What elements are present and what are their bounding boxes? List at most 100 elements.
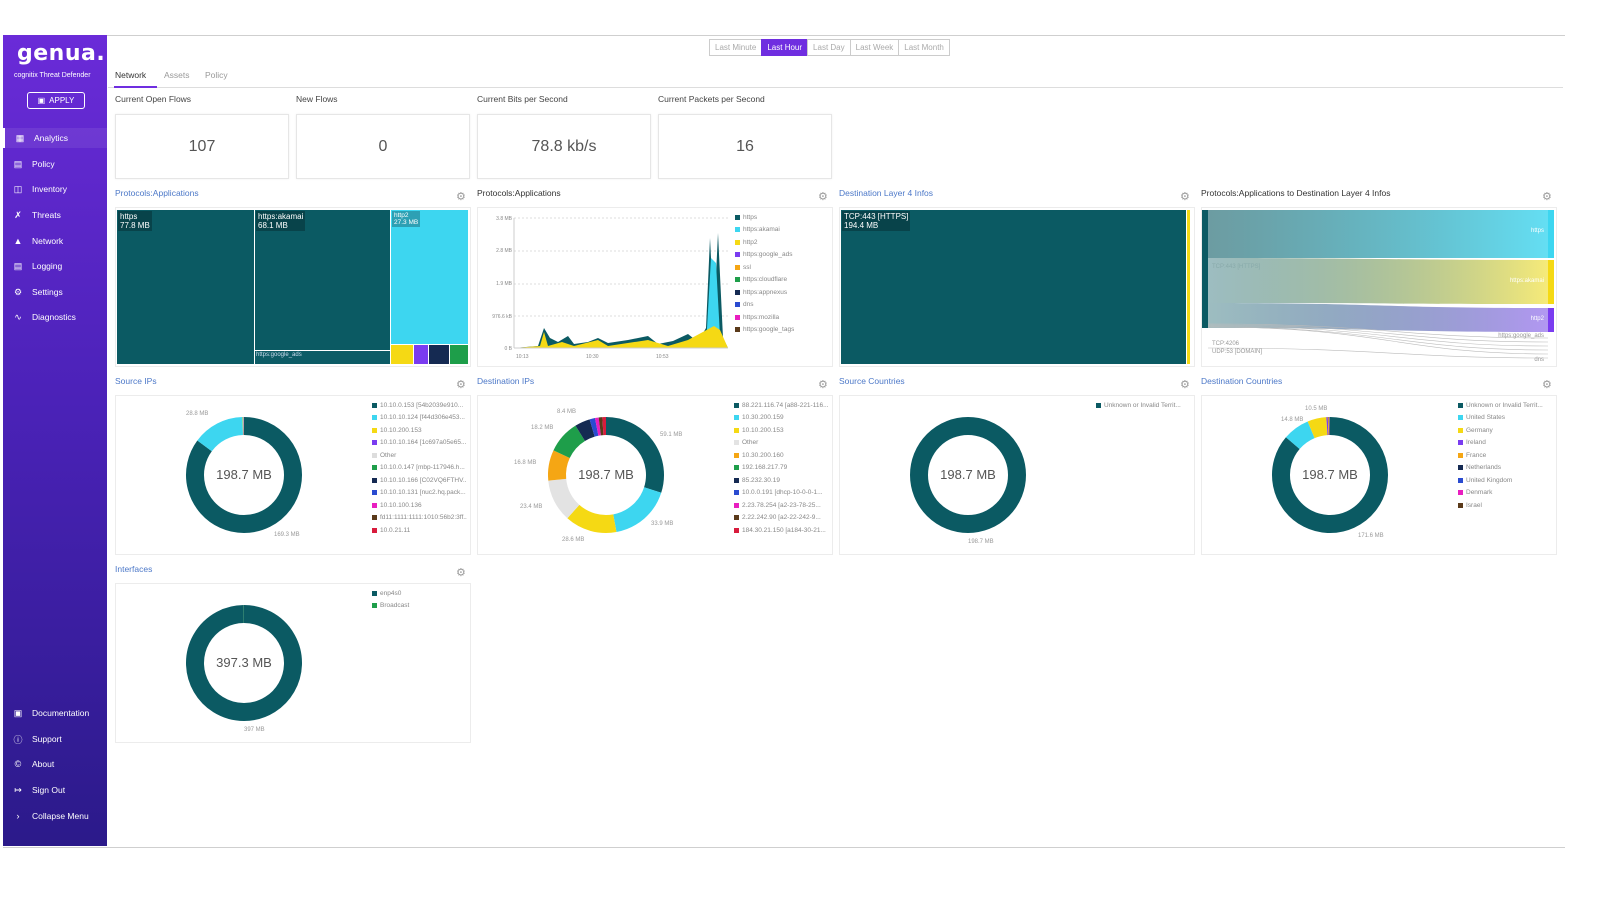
- donut-slice[interactable]: [197, 417, 244, 452]
- legend-item[interactable]: 10.10.10.166 [C02VQ6FTHV...: [372, 474, 467, 487]
- donut-slice[interactable]: [1272, 417, 1388, 533]
- legend-item[interactable]: fd11:1111:1111:1010:56b2:3ff...: [372, 512, 467, 525]
- legend-item[interactable]: 2.22.242.90 [a2-22-242-9...: [734, 512, 829, 525]
- donut-slice[interactable]: [1307, 417, 1328, 439]
- panel-title[interactable]: Source IPs: [115, 376, 157, 386]
- donut-slice[interactable]: [605, 417, 664, 493]
- sidebar-item-sign-out[interactable]: ↦ Sign Out: [3, 780, 107, 800]
- legend-item[interactable]: 85.232.30.19: [734, 474, 829, 487]
- tab-policy[interactable]: Policy: [205, 70, 228, 80]
- sidebar-item-collapse[interactable]: › Collapse Menu: [3, 806, 107, 826]
- legend-item[interactable]: 10.0.0.191 [dhcp-10-0-0-1...: [734, 487, 829, 500]
- legend-item[interactable]: Denmark: [1458, 487, 1553, 500]
- donut-slice[interactable]: [612, 486, 662, 533]
- timerange-last-hour[interactable]: Last Hour: [761, 39, 809, 56]
- donut-slice[interactable]: [553, 425, 586, 459]
- timerange-last-week[interactable]: Last Week: [849, 39, 900, 56]
- gear-icon[interactable]: ⚙: [456, 379, 466, 391]
- legend-item[interactable]: Germany: [1458, 424, 1553, 437]
- legend-item[interactable]: Unknown or Invalid Territ...: [1458, 399, 1553, 412]
- legend-item[interactable]: 10.30.200.159: [734, 412, 829, 425]
- legend-item[interactable]: Broadcast: [372, 600, 467, 613]
- donut-slice[interactable]: [548, 478, 580, 519]
- sankey-node[interactable]: [1548, 210, 1554, 258]
- legend-item[interactable]: https:appnexus: [735, 286, 794, 299]
- gear-icon[interactable]: ⚙: [1542, 191, 1552, 203]
- donut-slice[interactable]: [186, 417, 302, 533]
- sidebar-item-documentation[interactable]: ▣ Documentation: [3, 703, 107, 723]
- legend-item[interactable]: 2.23.78.254 [a2-23-78-25...: [734, 499, 829, 512]
- legend-item[interactable]: Ireland: [1458, 437, 1553, 450]
- donut-slice[interactable]: [567, 504, 617, 533]
- legend-item[interactable]: https:mozilla: [735, 311, 794, 324]
- legend-item[interactable]: 10.30.200.160: [734, 449, 829, 462]
- sankey-node[interactable]: [1548, 260, 1554, 304]
- sidebar-item-settings[interactable]: ⚙ Settings: [3, 282, 107, 302]
- legend-item[interactable]: enp4s0: [372, 587, 467, 600]
- legend-item[interactable]: ssl: [735, 261, 794, 274]
- sidebar-item-analytics[interactable]: ▦ Analytics: [3, 128, 109, 148]
- legend-item[interactable]: 10.10.0.147 [mbp-117946.h...: [372, 462, 467, 475]
- donut-slice[interactable]: [1285, 421, 1316, 450]
- legend-item[interactable]: United States: [1458, 412, 1553, 425]
- legend-item[interactable]: 10.10.200.153: [734, 424, 829, 437]
- legend-item[interactable]: 10.10.0.153 [54b2039e910...: [372, 399, 467, 412]
- legend-item[interactable]: 10.10.200.153: [372, 424, 467, 437]
- sidebar-item-diagnostics[interactable]: ∿ Diagnostics: [3, 307, 107, 327]
- legend-item[interactable]: https:cloudflare: [735, 274, 794, 287]
- legend-item[interactable]: http2: [735, 236, 794, 249]
- legend-item[interactable]: 192.168.217.79: [734, 462, 829, 475]
- legend-item[interactable]: https:google_ads: [735, 249, 794, 262]
- panel-title[interactable]: Source Countries: [839, 376, 905, 386]
- gear-icon[interactable]: ⚙: [818, 379, 828, 391]
- gear-icon[interactable]: ⚙: [1180, 379, 1190, 391]
- legend-item[interactable]: 10.10.10.124 [f44d306e453...: [372, 412, 467, 425]
- legend-item[interactable]: dns: [735, 299, 794, 312]
- gear-icon[interactable]: ⚙: [818, 191, 828, 203]
- apply-button[interactable]: ▣ APPLY: [27, 92, 85, 109]
- legend-item[interactable]: Netherlands: [1458, 462, 1553, 475]
- legend-item[interactable]: https: [735, 211, 794, 224]
- panel-title[interactable]: Destination Layer 4 Infos: [839, 188, 934, 198]
- panel-title[interactable]: Protocols:Applications: [115, 188, 199, 198]
- legend-item[interactable]: Other: [734, 437, 829, 450]
- gear-icon[interactable]: ⚙: [1542, 379, 1552, 391]
- legend-item[interactable]: Israel: [1458, 499, 1553, 512]
- panel-title[interactable]: Interfaces: [115, 564, 153, 574]
- sidebar-item-threats[interactable]: ✗ Threats: [3, 205, 107, 225]
- sidebar-item-network[interactable]: ▲ Network: [3, 231, 107, 251]
- sidebar-item-logging[interactable]: ▤ Logging: [3, 256, 107, 276]
- legend-item[interactable]: United Kingdom: [1458, 474, 1553, 487]
- sidebar-item-inventory[interactable]: ◫ Inventory: [3, 179, 107, 199]
- legend-item[interactable]: 10.10.100.136: [372, 499, 467, 512]
- legend-item[interactable]: Other: [372, 449, 467, 462]
- sidebar-item-policy[interactable]: ▤ Policy: [3, 154, 107, 174]
- donut-slice[interactable]: [575, 419, 595, 442]
- donut-slice[interactable]: [589, 418, 599, 437]
- gear-icon[interactable]: ⚙: [1180, 191, 1190, 203]
- legend-item[interactable]: 10.10.10.164 [1c697a05e65...: [372, 437, 467, 450]
- panel-title[interactable]: Destination IPs: [477, 376, 535, 386]
- legend-item[interactable]: Unknown or Invalid Territ...: [1096, 399, 1191, 412]
- treemap-cell[interactable]: TCP:443 [HTTPS] 194.4 MB: [841, 210, 1186, 364]
- sidebar-item-about[interactable]: © About: [3, 754, 107, 774]
- timerange-last-day[interactable]: Last Day: [807, 39, 851, 56]
- gear-icon[interactable]: ⚙: [456, 191, 466, 203]
- legend-item[interactable]: 88.221.116.74 [a88-221-116...: [734, 399, 829, 412]
- legend-item[interactable]: 10.10.10.131 [nuc2.hq.pack...: [372, 487, 467, 500]
- legend-item[interactable]: 184.30.21.150 [a184-30-21...: [734, 524, 829, 537]
- donut-slice[interactable]: [186, 605, 302, 721]
- treemap-cell[interactable]: https:akamai 68.1 MB: [255, 210, 390, 350]
- legend-item[interactable]: https:google_tags: [735, 324, 794, 337]
- legend-item[interactable]: 10.0.21.11: [372, 524, 467, 537]
- treemap-cell[interactable]: http2 27.3 MB: [391, 210, 468, 344]
- tab-assets[interactable]: Assets: [164, 70, 190, 80]
- tab-network[interactable]: Network: [115, 70, 147, 80]
- timerange-last-month[interactable]: Last Month: [898, 39, 950, 56]
- timerange-last-minute[interactable]: Last Minute: [709, 39, 763, 56]
- sankey-node[interactable]: [1548, 308, 1554, 332]
- sankey-node[interactable]: [1202, 210, 1208, 328]
- gear-icon[interactable]: ⚙: [456, 567, 466, 579]
- treemap-cell[interactable]: https 77.8 MB: [117, 210, 254, 364]
- panel-title[interactable]: Destination Countries: [1201, 376, 1283, 386]
